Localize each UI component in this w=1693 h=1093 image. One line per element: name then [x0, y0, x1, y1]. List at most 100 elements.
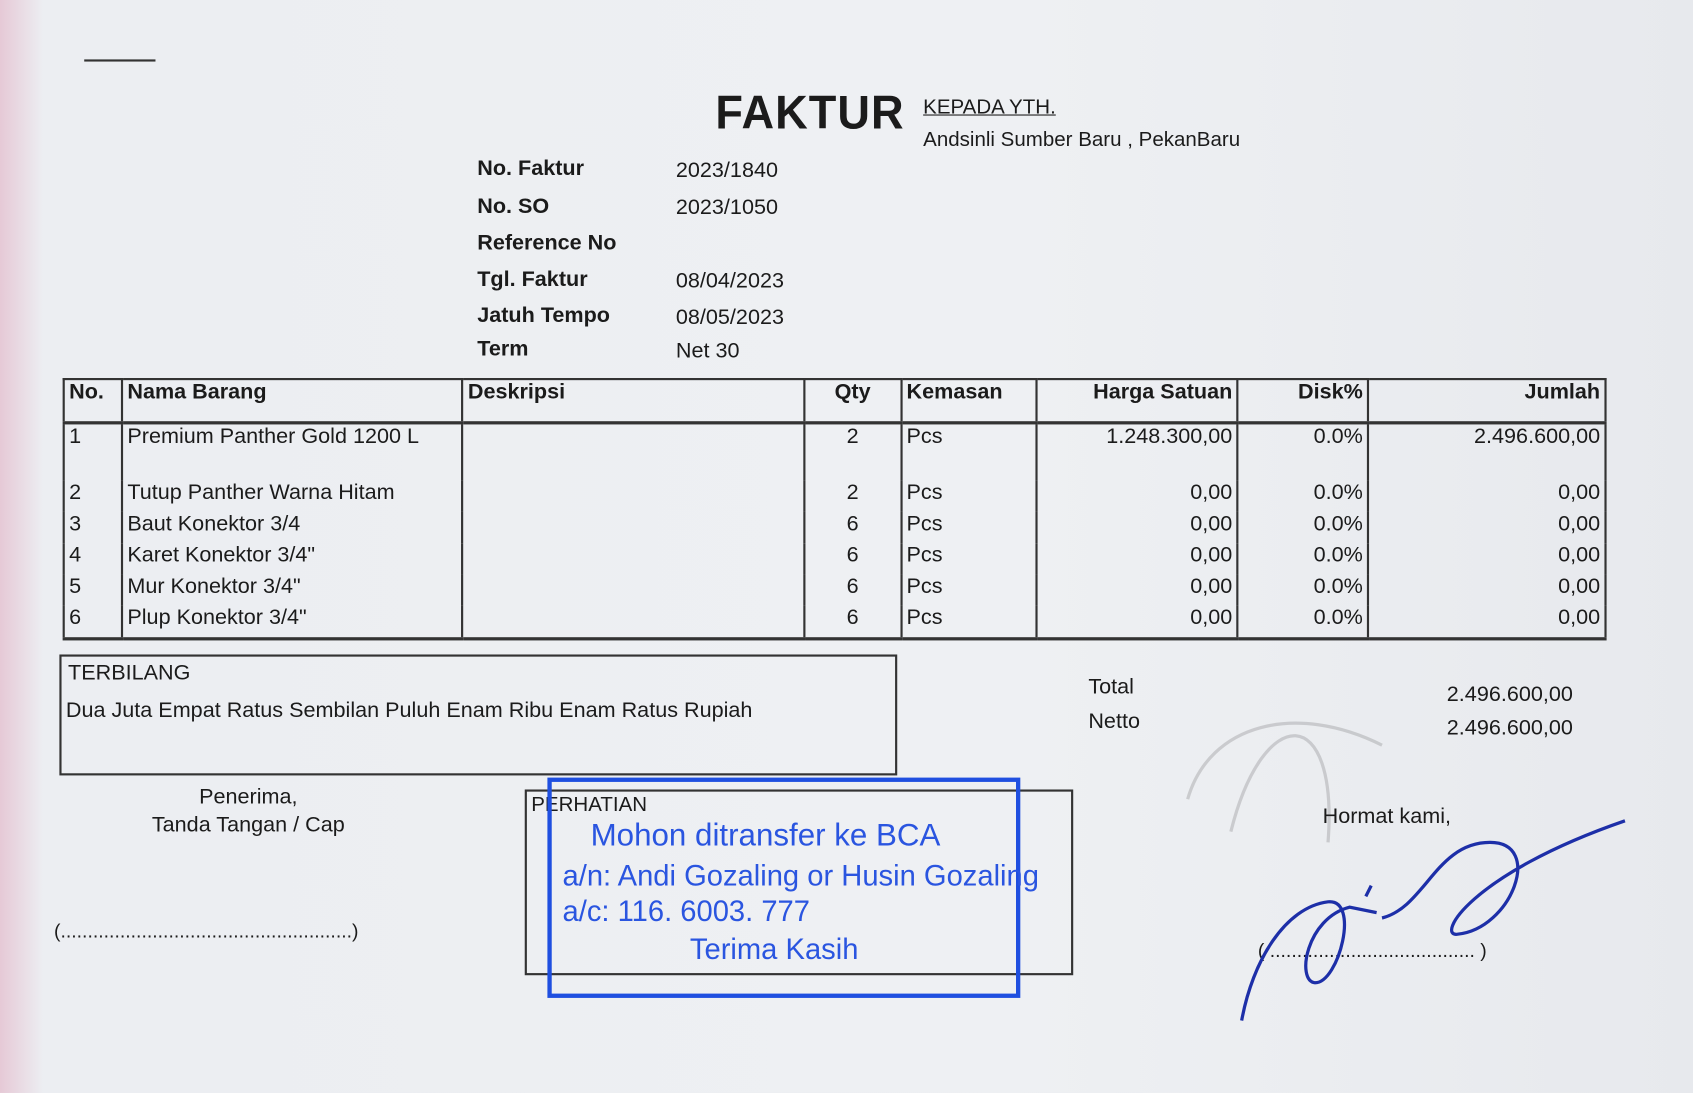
cell-qty: 2: [803, 480, 903, 512]
cell-price: 1.248.300,00: [1034, 422, 1239, 481]
total-label: Total: [1088, 675, 1134, 699]
cell-desc: [461, 543, 806, 575]
cell-qty: 2: [803, 422, 903, 481]
cell-no: 2: [62, 480, 124, 512]
stamp-line1: Mohon ditransfer ke BCA: [590, 818, 941, 854]
stamp-line2: a/n: Andi Gozaling or Husin Gozaling: [562, 859, 1039, 893]
cell-desc: [461, 574, 806, 606]
col-desc: Deskripsi: [461, 378, 806, 425]
cell-disc: 0.0%: [1236, 480, 1370, 512]
cell-name: Tutup Panther Warna Hitam: [120, 480, 464, 512]
meta-value: 08/04/2023: [675, 268, 784, 293]
meta-label: Term: [477, 336, 529, 361]
receiver-block: Penerima, Tanda Tangan / Cap: [119, 783, 378, 839]
cell-amount: 0,00: [1367, 543, 1607, 575]
col-disc: Disk%: [1236, 378, 1370, 425]
meta-label: Tgl. Faktur: [477, 267, 588, 292]
sender-label: Hormat kami,: [1322, 804, 1452, 829]
sender-sign-line: ( ......................................…: [1257, 939, 1487, 962]
cell-qty: 6: [803, 543, 903, 575]
bank-stamp: Mohon ditransfer ke BCA a/n: Andi Gozali…: [547, 777, 1039, 998]
netto-label: Netto: [1088, 709, 1140, 734]
cell-qty: 6: [803, 605, 903, 641]
cell-desc: [461, 422, 806, 481]
col-qty: Qty: [803, 378, 903, 425]
items-table: No. Nama Barang Deskripsi Qty Kemasan Ha…: [62, 378, 1607, 641]
col-name: Nama Barang: [120, 378, 464, 425]
receiver-sign-line: (.......................................…: [53, 920, 359, 942]
meta-label: No. SO: [477, 194, 550, 219]
cell-price: 0,00: [1034, 543, 1239, 575]
table-header-row: No. Nama Barang Deskripsi Qty Kemasan Ha…: [62, 378, 1607, 425]
mark-line: [84, 59, 156, 62]
table-body: 1 Premium Panther Gold 1200 L 2 Pcs 1.248.30…: [62, 422, 1607, 641]
terbilang-box: TERBILANG Dua Juta Empat Ratus Sembilan …: [59, 654, 898, 776]
stamp-line3: a/c: 116. 6003. 777: [562, 895, 810, 928]
col-pack: Kemasan: [900, 378, 1038, 425]
cell-name: Mur Konektor 3/4": [120, 574, 464, 606]
cell-pack: Pcs: [900, 422, 1038, 481]
cell-amount: 0,00: [1367, 574, 1607, 606]
table-row: 5 Mur Konektor 3/4" 6 Pcs 0,00 0.0% 0,00: [62, 574, 1607, 606]
document-title: FAKTUR: [715, 86, 905, 140]
cell-amount: 0,00: [1367, 511, 1607, 544]
meta-value: 2023/1050: [675, 195, 778, 220]
meta-value: Net 30: [675, 339, 740, 363]
receiver-line1: Penerima,: [199, 785, 298, 809]
cell-desc: [461, 511, 806, 544]
faint-stamp-mark: [1186, 721, 1383, 843]
cell-pack: Pcs: [900, 480, 1038, 512]
cell-no: 1: [62, 422, 124, 481]
cell-name: Baut Konektor 3/4: [120, 511, 464, 544]
cell-amount: 2.496.600,00: [1367, 422, 1607, 481]
table-row: 2 Tutup Panther Warna Hitam 2 Pcs 0,00 0.0% 0,…: [62, 480, 1607, 512]
table-row: 4 Karet Konektor 3/4" 6 Pcs 0,00 0.0% 0,00: [62, 543, 1607, 575]
cell-name: Plup Konektor 3/4": [120, 605, 464, 641]
cell-qty: 6: [803, 574, 903, 606]
cell-disc: 0.0%: [1236, 605, 1370, 641]
cell-qty: 6: [803, 511, 903, 544]
to-label: KEPADA YTH.: [923, 96, 1056, 119]
customer-name: Andsinli Sumber Baru , PekanBaru: [923, 128, 1241, 152]
terbilang-label: TERBILANG: [68, 660, 191, 685]
netto-value: 2.496.600,00: [1446, 716, 1573, 740]
cell-name: Karet Konektor 3/4": [120, 543, 464, 575]
cell-no: 5: [62, 574, 124, 606]
cell-pack: Pcs: [900, 543, 1038, 575]
meta-value: 2023/1840: [675, 158, 778, 183]
cell-no: 3: [62, 511, 124, 544]
table-row: 1 Premium Panther Gold 1200 L 2 Pcs 1.248.30…: [62, 422, 1607, 481]
cell-amount: 0,00: [1367, 480, 1607, 512]
cell-no: 6: [62, 605, 124, 641]
table-row: 3 Baut Konektor 3/4 6 Pcs 0,00 0.0% 0,00: [62, 511, 1607, 544]
cell-disc: 0.0%: [1236, 574, 1370, 606]
meta-label: Reference No: [477, 231, 617, 255]
signature: [1240, 819, 1626, 1021]
receiver-line2: Tanda Tangan / Cap: [151, 813, 345, 838]
cell-price: 0,00: [1034, 574, 1239, 606]
cell-price: 0,00: [1034, 480, 1239, 512]
stamp-line4: Terima Kasih: [689, 933, 859, 966]
cell-disc: 0.0%: [1236, 543, 1370, 575]
cell-name: Premium Panther Gold 1200 L: [120, 422, 464, 481]
total-value: 2.496.600,00: [1446, 682, 1573, 707]
cell-pack: Pcs: [900, 574, 1038, 606]
col-no: No.: [62, 378, 124, 425]
meta-label: Jatuh Tempo: [477, 303, 610, 328]
meta-label: No. Faktur: [477, 156, 585, 181]
cell-disc: 0.0%: [1236, 511, 1370, 544]
col-amount: Jumlah: [1367, 378, 1607, 425]
meta-value: 08/05/2023: [675, 305, 784, 330]
cell-pack: Pcs: [900, 511, 1038, 544]
attention-label: PERHATIAN: [531, 793, 648, 817]
terbilang-text: Dua Juta Empat Ratus Sembilan Puluh Enam…: [65, 698, 753, 723]
cell-amount: 0,00: [1367, 605, 1607, 641]
cell-price: 0,00: [1034, 511, 1239, 544]
attention-box: PERHATIAN: [524, 789, 1074, 976]
cell-pack: Pcs: [900, 605, 1038, 641]
col-price: Harga Satuan: [1034, 378, 1239, 425]
cell-price: 0,00: [1034, 605, 1239, 641]
table-row: 6 Plup Konektor 3/4" 6 Pcs 0,00 0.0% 0,00: [62, 605, 1607, 641]
cell-desc: [461, 480, 806, 512]
